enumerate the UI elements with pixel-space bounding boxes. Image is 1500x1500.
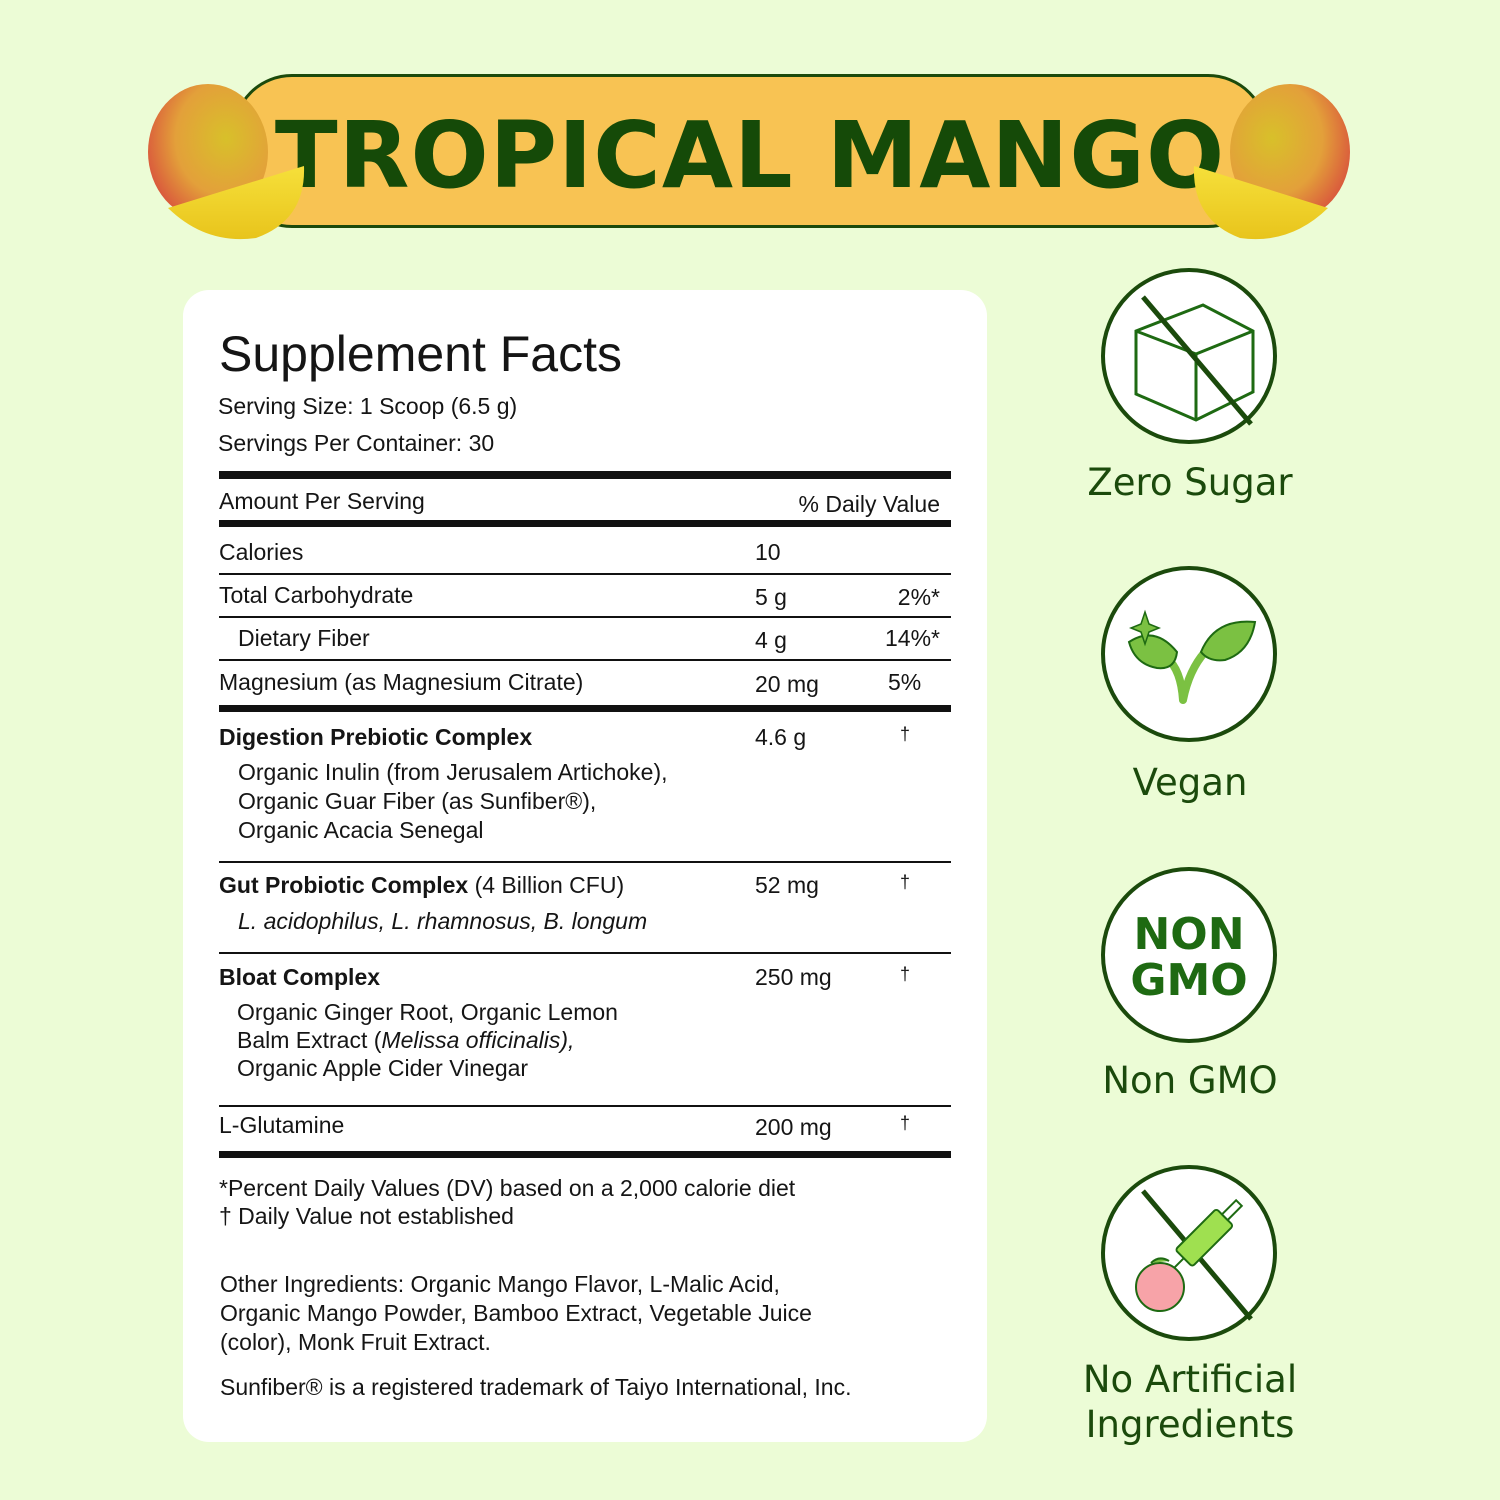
ingredient-latin-name: Melissa officinalis), [381, 1027, 575, 1053]
row-dv: 14%* [885, 625, 940, 651]
complex-amount: 4.6 g [755, 724, 807, 750]
no-sugar-cube-icon [1101, 268, 1277, 444]
mango-left-image [148, 84, 305, 240]
badge-label-no-artificial: No Artificial [1082, 1358, 1298, 1401]
divider [219, 861, 951, 863]
complex-title: Gut Probiotic Complex (4 Billion CFU) [219, 871, 624, 899]
badge-label-non-gmo: Non GMO [1102, 1059, 1278, 1102]
servings-value: 30 [468, 430, 495, 456]
facts-title: Supplement Facts [219, 326, 622, 382]
supplement-facts-panel [183, 290, 987, 1442]
other-ingredients-line: Other Ingredients: Organic Mango Flavor,… [220, 1271, 780, 1297]
serving-size-value: 1 Scoop (6.5 g) [359, 393, 518, 419]
mango-right-image [1193, 84, 1350, 240]
divider [219, 573, 951, 575]
complex-dv: † [900, 964, 911, 984]
complex-name: Gut Probiotic Complex [219, 872, 469, 898]
badge-label-vegan: Vegan [1132, 761, 1248, 804]
title-banner [232, 74, 1268, 228]
trademark-note: Sunfiber® is a registered trademark of T… [220, 1374, 852, 1400]
complex-amount: 200 mg [755, 1114, 832, 1140]
footnote-dagger: † Daily Value not established [219, 1203, 514, 1229]
divider [219, 1151, 951, 1158]
servings-label: Servings Per Container: [218, 430, 463, 456]
divider [219, 471, 951, 479]
ingredient-text: Balm Extract ( [237, 1027, 382, 1053]
row-name: Magnesium (as Magnesium Citrate) [219, 669, 584, 695]
ingredient-line: Organic Ginger Root, Organic Lemon [237, 999, 618, 1025]
row-dv: 5% [888, 669, 922, 695]
dv-header: % Daily Value [798, 491, 940, 517]
divider [219, 952, 951, 954]
divider [219, 1105, 951, 1107]
serving-size: Serving Size: 1 Scoop (6.5 g) [218, 392, 517, 420]
non-text: NON [1133, 909, 1245, 960]
complex-name: Digestion Prebiotic Complex [219, 724, 533, 750]
footnote-dv: *Percent Daily Values (DV) based on a 2,… [219, 1175, 796, 1201]
other-ingredients-line: Organic Mango Powder, Bamboo Extract, Ve… [220, 1300, 812, 1326]
flavor-title: TROPICAL MANGO [274, 102, 1226, 209]
complex-name: Bloat Complex [219, 964, 381, 990]
gmo-text: GMO [1130, 955, 1248, 1006]
ingredient-line: Organic Inulin (from Jerusalem Artichoke… [238, 759, 668, 785]
divider [219, 705, 951, 712]
ingredient-line: Balm Extract (Melissa officinalis), [237, 1026, 574, 1054]
row-amount: 5 g [755, 584, 787, 610]
servings-per-container: Servings Per Container: 30 [218, 429, 494, 457]
ingredient-line: L. acidophilus, L. rhamnosus, B. longum [238, 908, 648, 934]
ingredient-line: Organic Guar Fiber (as Sunfiber®), [238, 788, 597, 814]
badge-label-ingredients: Ingredients [1085, 1403, 1295, 1446]
row-amount: 20 mg [755, 671, 819, 697]
complex-name: L-Glutamine [219, 1112, 345, 1138]
plant-sprout-icon [1101, 566, 1277, 742]
complex-amount: 250 mg [755, 964, 832, 990]
divider [219, 659, 951, 661]
serving-size-label: Serving Size: [218, 393, 354, 419]
complex-dv: † [900, 1113, 911, 1133]
complex-amount: 52 mg [755, 872, 819, 898]
row-name: Dietary Fiber [238, 625, 370, 651]
no-artificial-syringe-icon [1101, 1165, 1277, 1341]
complex-dv: † [900, 872, 911, 892]
ingredient-line: Organic Acacia Senegal [238, 817, 484, 843]
row-dv: 2%* [897, 584, 940, 610]
other-ingredients-line: (color), Monk Fruit Extract. [220, 1329, 491, 1355]
row-amount: 4 g [755, 627, 787, 653]
badge-label-zero-sugar: Zero Sugar [1087, 461, 1293, 504]
divider [219, 520, 951, 527]
non-gmo-icon: NON GMO [1101, 867, 1277, 1043]
row-name: Total Carbohydrate [219, 582, 414, 608]
divider [219, 616, 951, 618]
row-name: Calories [219, 539, 304, 565]
complex-extra: (4 Billion CFU) [474, 872, 625, 898]
amount-header: Amount Per Serving [219, 488, 425, 514]
complex-dv: † [900, 724, 911, 744]
ingredient-line: Organic Apple Cider Vinegar [237, 1055, 529, 1081]
row-amount: 10 [755, 539, 781, 565]
